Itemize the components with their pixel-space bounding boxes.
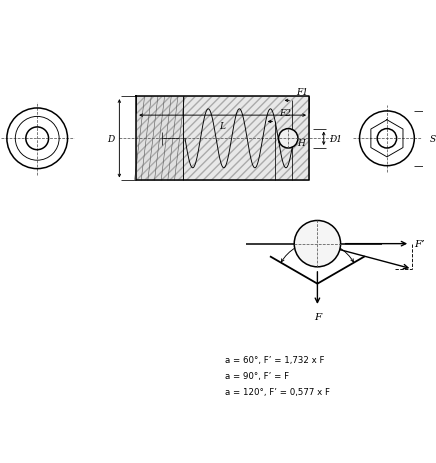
Bar [183, 97, 309, 181]
Text: D: D [107, 135, 114, 144]
Text: a = 120°, F’ = 0,577 x F: a = 120°, F’ = 0,577 x F [225, 387, 330, 396]
Text: F: F [314, 312, 321, 321]
Text: L: L [220, 122, 225, 131]
Text: S: S [430, 135, 436, 144]
Text: a = 90°, F’ = F: a = 90°, F’ = F [225, 371, 289, 380]
Text: a: a [314, 227, 320, 236]
Circle shape [294, 221, 341, 267]
Text: H: H [297, 139, 305, 148]
Bar [136, 97, 183, 181]
Text: F’: F’ [414, 240, 425, 249]
Circle shape [279, 129, 298, 149]
Text: D1: D1 [329, 135, 342, 144]
Text: F1: F1 [296, 88, 308, 97]
Text: F2: F2 [279, 109, 292, 118]
Text: a = 60°, F’ = 1,732 x F: a = 60°, F’ = 1,732 x F [225, 355, 324, 364]
